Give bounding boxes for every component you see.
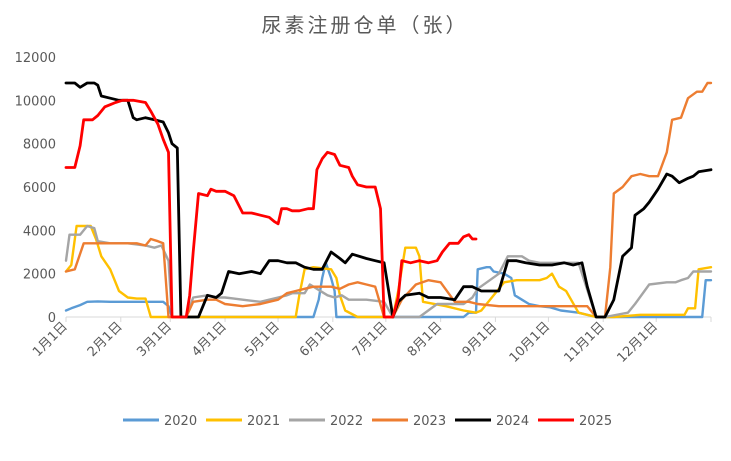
legend-label: 2023 [413, 414, 446, 429]
legend-label: 2022 [330, 414, 363, 429]
y-tick-label: 12000 [15, 51, 56, 66]
x-tick-label: 4月1日 [189, 319, 230, 360]
x-tick-label: 7月1日 [350, 319, 391, 360]
x-tick-label: 10月1日 [507, 319, 554, 366]
y-tick-label: 8000 [23, 138, 56, 153]
legend-label: 2024 [496, 414, 529, 429]
y-tick-label: 2000 [23, 268, 56, 283]
x-tick-label: 2月1日 [85, 319, 126, 360]
legend-label: 2021 [247, 414, 280, 429]
legend: 2020 2021 2022 2023 2024 2025 [123, 414, 612, 429]
series-line-2025 [64, 98, 478, 319]
y-tick-label: 6000 [23, 181, 56, 196]
x-tick-label: 5月1日 [242, 319, 283, 360]
y-axis: 0 2000 4000 6000 8000 10000 12000 [15, 51, 56, 326]
x-tick-label: 8月1日 [405, 319, 446, 360]
x-axis: 1月1日 2月1日 3月1日 4月1日 5月1日 6月1日 7月1日 8月1日 9月1日 10月1… [30, 316, 712, 366]
y-tick-label: 10000 [15, 94, 56, 109]
y-tick-label: 4000 [23, 224, 56, 239]
x-tick-label: 12月1日 [615, 319, 662, 366]
plot-area [64, 81, 713, 319]
series-line-2020 [64, 261, 713, 319]
series-line-2021 [64, 224, 713, 319]
series-line-2022 [64, 224, 713, 319]
legend-label: 2020 [164, 414, 197, 429]
y-tick-label: 0 [48, 311, 56, 326]
legend-label: 2025 [579, 414, 612, 429]
x-tick-label: 6月1日 [297, 319, 338, 360]
x-tick-label: 3月1日 [134, 319, 175, 360]
chart-title: 尿素注册仓单（张） [262, 13, 469, 37]
x-tick-label: 11月1日 [561, 319, 608, 366]
x-tick-label: 9月1日 [460, 319, 501, 360]
